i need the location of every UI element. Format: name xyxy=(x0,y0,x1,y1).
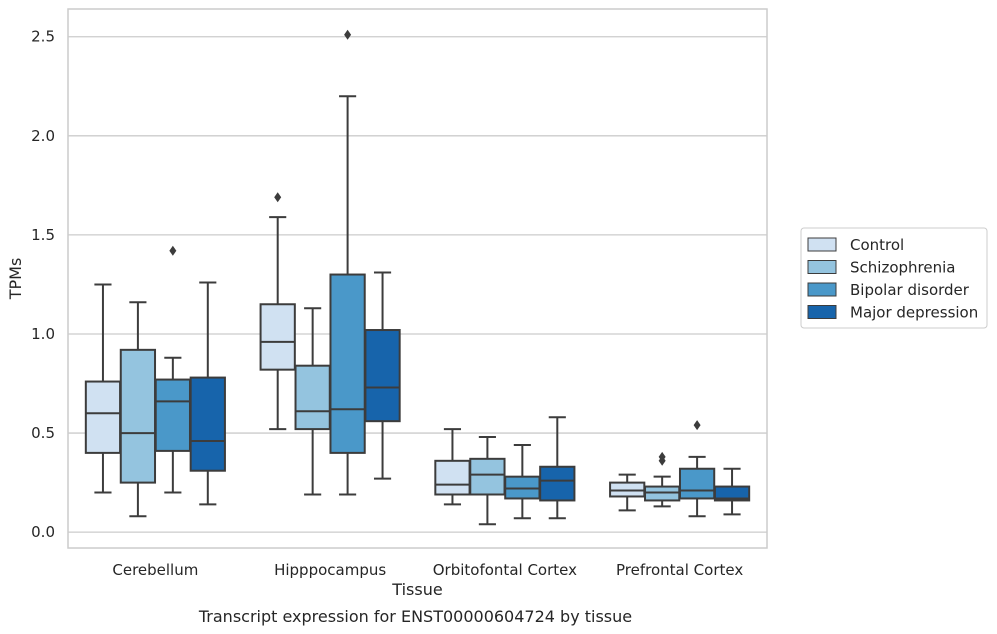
legend-frame xyxy=(800,227,988,329)
y-tick-label: 1.0 xyxy=(31,325,55,343)
box-3-3 xyxy=(713,467,751,516)
y-tick-label: 0.5 xyxy=(31,424,55,442)
legend-label: Schizophrenia xyxy=(850,259,955,277)
box-2-1 xyxy=(469,436,506,526)
box-iqr xyxy=(364,329,401,423)
legend-swatch xyxy=(807,237,837,252)
box-iqr xyxy=(84,380,122,454)
box-1-0 xyxy=(259,192,296,431)
x-tick-label: Prefrontal Cortex xyxy=(616,561,743,579)
box-iqr xyxy=(434,459,471,496)
y-axis-ticks: 0.0 0.5 1.0 1.5 2.0 2.5 xyxy=(31,28,55,541)
x-axis-ticks: Cerebellum Hipppocampus Orbitofontal Corte… xyxy=(112,561,743,579)
box-3-1 xyxy=(644,451,681,508)
y-tick-label: 1.5 xyxy=(31,226,55,244)
box-0-0 xyxy=(84,283,122,494)
box-iqr xyxy=(539,465,576,502)
box-0-2 xyxy=(154,245,191,494)
legend-item: Major depression xyxy=(807,304,978,322)
legend-item: Schizophrenia xyxy=(807,259,955,277)
chart-caption: Transcript expression for ENST0000060472… xyxy=(198,607,632,626)
box-3-2 xyxy=(678,420,716,518)
box-iqr xyxy=(119,348,157,484)
outlier-point xyxy=(169,245,177,256)
box-iqr xyxy=(713,485,751,502)
legend-swatch xyxy=(807,260,837,274)
outlier-point xyxy=(693,420,701,431)
legend-label: Bipolar disorder xyxy=(850,281,970,299)
outlier-point xyxy=(658,451,666,462)
box-2-2 xyxy=(504,443,541,520)
box-1-3 xyxy=(364,271,401,480)
y-axis-label: TPMs xyxy=(6,258,25,301)
y-tick-label: 2.0 xyxy=(31,127,55,145)
legend-item: Control xyxy=(807,236,904,254)
x-tick-label: Orbitofontal Cortex xyxy=(433,561,577,579)
outlier-point xyxy=(274,192,282,203)
box-iqr xyxy=(678,467,716,500)
box-iqr xyxy=(154,378,191,452)
box-1-2 xyxy=(329,29,366,496)
outlier-point xyxy=(344,29,352,40)
box-2-0 xyxy=(434,428,471,506)
legend-items: Control Schizophrenia Bipolar disorder Majo… xyxy=(807,236,978,322)
box-3-0 xyxy=(609,473,646,512)
box-iqr xyxy=(259,303,296,371)
x-axis-label: Tissue xyxy=(391,580,442,599)
legend-label: Control xyxy=(850,236,904,254)
box-iqr xyxy=(294,364,331,431)
y-tick-label: 0.0 xyxy=(31,523,55,541)
boxes xyxy=(84,29,751,526)
x-tick-label: Cerebellum xyxy=(112,561,198,579)
y-tick-label: 2.5 xyxy=(31,28,55,46)
legend: Control Schizophrenia Bipolar disorder Majo… xyxy=(800,227,988,329)
box-iqr xyxy=(469,457,506,496)
legend-swatch xyxy=(807,282,837,297)
box-0-3 xyxy=(189,281,226,506)
plot-area-frame xyxy=(67,8,768,549)
box-iqr xyxy=(189,376,226,472)
box-iqr xyxy=(329,273,366,454)
legend-swatch xyxy=(807,305,837,319)
legend-label: Major depression xyxy=(850,304,978,322)
box-2-3 xyxy=(539,416,576,520)
box-1-1 xyxy=(294,307,331,496)
legend-item: Bipolar disorder xyxy=(807,281,970,299)
x-tick-label: Hipppocampus xyxy=(274,561,386,579)
